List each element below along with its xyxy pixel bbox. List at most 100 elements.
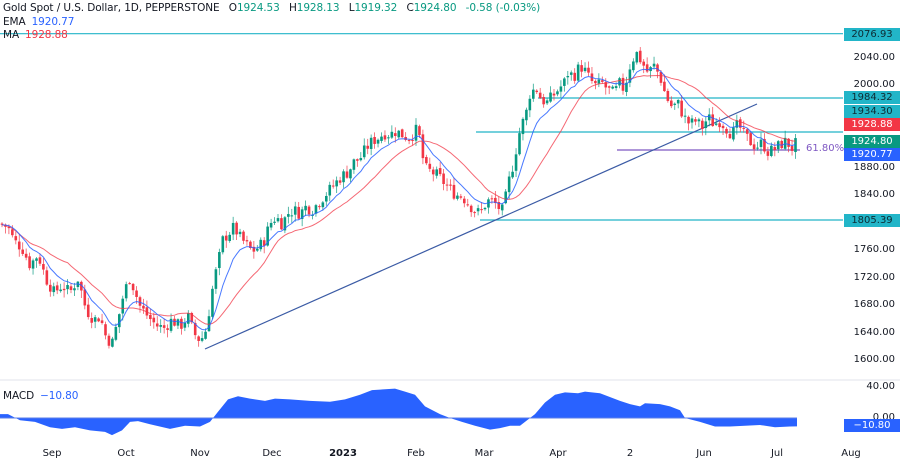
- trendline[interactable]: [204, 103, 758, 350]
- candle: [652, 56, 656, 70]
- macd-axis-tick: 0.00: [872, 412, 895, 423]
- candle: [152, 312, 156, 329]
- candle: [756, 141, 759, 151]
- candle: [59, 283, 62, 293]
- candle: [245, 235, 249, 246]
- candle: [45, 266, 49, 286]
- candle: [249, 240, 252, 250]
- candle: [218, 248, 221, 276]
- candle: [525, 107, 528, 126]
- candle: [569, 70, 573, 81]
- candle: [155, 316, 159, 331]
- macd-legend[interactable]: MACD −10.80: [3, 390, 84, 402]
- ma-line[interactable]: [1, 74, 796, 325]
- candle: [166, 324, 169, 338]
- candle: [749, 131, 752, 146]
- candle: [528, 95, 532, 118]
- candle: [55, 281, 59, 295]
- candle: [331, 179, 335, 189]
- candle: [459, 193, 463, 200]
- time-axis-label: Feb: [407, 448, 425, 459]
- candle: [783, 130, 787, 151]
- candle: [28, 252, 31, 271]
- macd-value: −10.80: [40, 390, 79, 402]
- candle: [283, 215, 287, 234]
- candle: [31, 258, 35, 275]
- price-tag-hline: 1984.32: [844, 91, 900, 104]
- price-tag-hline: 2076.93: [844, 28, 900, 41]
- candle: [314, 203, 318, 217]
- time-axis-label: Aug: [841, 448, 861, 459]
- candle: [404, 132, 407, 142]
- candle: [556, 89, 559, 97]
- candle: [290, 208, 294, 223]
- candle: [411, 134, 414, 146]
- candle: [732, 122, 735, 142]
- candle: [80, 280, 83, 299]
- ma-label: MA: [3, 29, 20, 41]
- time-axis-label: 2023: [329, 448, 357, 459]
- low-value: 1919.32: [354, 2, 398, 14]
- candle: [463, 196, 466, 208]
- candle: [780, 139, 783, 150]
- price-axis-tick: 1760.00: [853, 244, 895, 256]
- candle: [293, 201, 297, 222]
- candle: [359, 152, 363, 162]
- price-axis-tick: 1840.00: [853, 189, 895, 201]
- candle: [773, 142, 777, 157]
- ema-line[interactable]: [1, 67, 796, 331]
- candle: [576, 61, 580, 83]
- trendline: [204, 103, 758, 350]
- candle: [93, 314, 97, 329]
- candle: [645, 57, 649, 74]
- price-axis-tick: 1640.00: [853, 326, 895, 338]
- high-value: 1928.13: [296, 2, 340, 14]
- candle: [728, 128, 732, 140]
- candle: [687, 115, 690, 131]
- candle: [183, 318, 187, 332]
- symbol-legend: Gold Spot / U.S. Dollar, 1D, PEPPERSTONE…: [3, 2, 546, 14]
- horizontal-lines: [0, 33, 843, 221]
- candle: [666, 88, 670, 103]
- candle: [473, 210, 476, 218]
- candle: [335, 176, 338, 194]
- candle: [197, 335, 200, 347]
- candle: [238, 228, 242, 238]
- candle: [224, 230, 228, 248]
- candle: [62, 282, 66, 298]
- candle: [497, 196, 501, 215]
- candle: [442, 169, 445, 191]
- candle: [287, 206, 290, 224]
- candle: [718, 117, 721, 133]
- price-axis-tick: 2040.00: [853, 52, 895, 63]
- candle: [362, 138, 366, 160]
- candle: [300, 206, 304, 227]
- price-axis-tick: 1880.00: [853, 161, 895, 173]
- candle: [207, 309, 211, 332]
- candle: [0, 222, 4, 228]
- candle: [694, 116, 697, 126]
- candle: [607, 85, 611, 95]
- candle: [262, 237, 266, 254]
- candle: [770, 142, 773, 158]
- candle: [338, 176, 342, 185]
- ma-legend[interactable]: MA 1928.88: [3, 29, 74, 41]
- candle: [538, 87, 542, 99]
- macd-label: MACD: [3, 390, 35, 402]
- candle: [452, 177, 456, 201]
- candle: [507, 171, 511, 200]
- candle: [325, 192, 328, 206]
- macd-pane: [0, 388, 797, 436]
- macd-area[interactable]: [0, 388, 797, 436]
- candle: [776, 140, 780, 154]
- candle: [766, 146, 770, 161]
- ma-value: 1928.88: [25, 29, 68, 41]
- price-tag-close: 1924.80: [844, 135, 900, 148]
- candle: [711, 106, 714, 127]
- candle: [280, 214, 283, 230]
- candle: [373, 132, 376, 149]
- change-value: -0.58 (-0.03%): [465, 2, 541, 14]
- ema-legend[interactable]: EMA 1920.77: [3, 16, 80, 28]
- candle: [704, 116, 708, 136]
